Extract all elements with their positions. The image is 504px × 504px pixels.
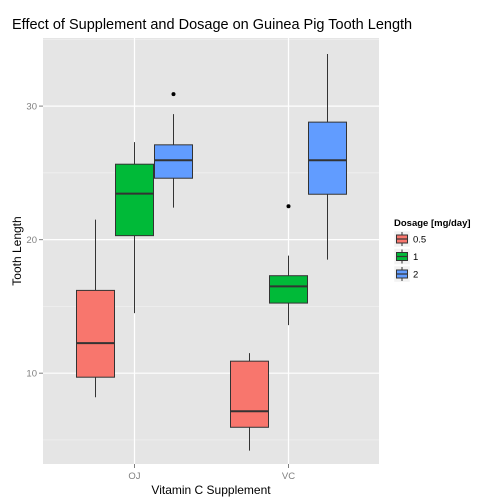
chart-title: Effect of Supplement and Dosage on Guine… bbox=[12, 17, 412, 33]
legend-label: 2 bbox=[413, 270, 418, 281]
legend-label: 1 bbox=[413, 252, 418, 263]
box bbox=[154, 144, 193, 179]
y-axis-title: Tooth Length bbox=[10, 216, 24, 285]
box bbox=[76, 289, 115, 378]
box bbox=[115, 163, 154, 237]
legend: Dosage [mg/day] 0.5 1 2 bbox=[393, 218, 471, 283]
y-tick-label: 20 bbox=[26, 235, 37, 246]
outlier-point bbox=[286, 204, 291, 209]
y-tick-label: 30 bbox=[26, 102, 37, 113]
x-tick-label: OJ bbox=[128, 471, 140, 482]
box bbox=[308, 121, 347, 195]
x-axis-title: Vitamin C Supplement bbox=[151, 483, 271, 497]
legend-title: Dosage [mg/day] bbox=[394, 218, 471, 229]
x-axis-ticks: OJ VC bbox=[128, 464, 295, 482]
y-tick-label: 10 bbox=[26, 369, 37, 380]
boxplot-marks bbox=[76, 54, 347, 451]
box bbox=[230, 360, 269, 428]
legend-label: 0.5 bbox=[413, 235, 426, 246]
plot-panel bbox=[43, 38, 379, 464]
y-axis-ticks: 10 20 30 bbox=[26, 102, 43, 380]
outlier-point bbox=[171, 92, 176, 97]
x-tick-label: VC bbox=[282, 471, 295, 482]
box bbox=[269, 275, 308, 304]
panel-background bbox=[43, 38, 379, 464]
